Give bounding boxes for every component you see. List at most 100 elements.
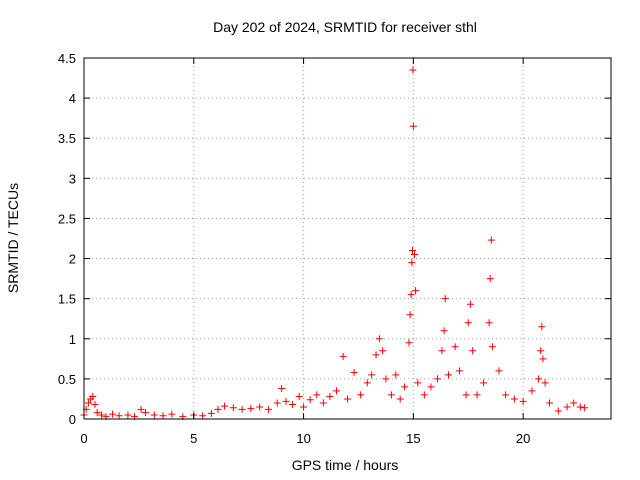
data-point: [264, 405, 272, 413]
data-point: [247, 405, 255, 413]
data-point: [333, 387, 341, 395]
x-tick-label: 0: [80, 431, 87, 446]
data-point: [339, 352, 347, 360]
data-point: [159, 412, 167, 420]
data-point: [295, 393, 303, 401]
data-point: [238, 405, 246, 413]
y-tick-label: 2.5: [58, 211, 76, 226]
data-point: [409, 122, 417, 130]
data-point: [98, 411, 106, 419]
data-point: [396, 395, 404, 403]
data-point: [379, 347, 387, 355]
data-point: [427, 383, 435, 391]
y-tick-label: 1.5: [58, 292, 76, 307]
data-point: [375, 335, 383, 343]
data-point: [229, 404, 237, 412]
data-point: [150, 411, 158, 419]
data-point: [473, 391, 481, 399]
data-point: [382, 375, 390, 383]
data-point: [469, 347, 477, 355]
data-point: [434, 375, 442, 383]
data-point: [344, 395, 351, 403]
x-tick-label: 5: [190, 431, 197, 446]
data-point: [357, 391, 365, 399]
data-point: [488, 343, 496, 351]
data-point: [420, 391, 428, 399]
data-point: [408, 247, 416, 255]
data-point: [502, 391, 510, 399]
data-point: [214, 405, 222, 413]
data-point: [168, 410, 176, 418]
data-point: [438, 347, 446, 355]
plot-frame: [83, 57, 612, 420]
data-point: [372, 351, 380, 359]
data-point: [319, 399, 327, 407]
data-point: [115, 412, 123, 420]
data-point: [326, 393, 334, 401]
data-point: [414, 379, 422, 387]
data-point: [486, 275, 494, 283]
data-point: [570, 399, 578, 407]
data-point: [91, 401, 99, 409]
data-point: [576, 403, 584, 411]
data-point: [273, 399, 281, 407]
data-point: [464, 319, 472, 327]
x-tick-label: 15: [406, 431, 420, 446]
data-point: [563, 403, 571, 411]
data-point: [410, 251, 418, 259]
data-point: [282, 397, 290, 405]
data-point: [392, 371, 400, 379]
data-point: [137, 405, 145, 413]
data-point: [406, 311, 414, 319]
data-point: [455, 367, 463, 375]
data-point: [407, 291, 415, 299]
x-tick-label: 20: [516, 431, 530, 446]
chart-title: Day 202 of 2024, SRMTID for receiver sth…: [213, 19, 477, 35]
y-tick-label: 2: [69, 252, 76, 267]
data-point: [199, 412, 207, 420]
data-point: [539, 355, 547, 363]
data-point: [207, 409, 215, 417]
grid-layer: [84, 58, 611, 419]
data-point: [387, 391, 395, 399]
y-axis-label: SRMTID / TECUs: [5, 183, 21, 293]
data-point: [84, 399, 92, 407]
data-point: [350, 368, 358, 376]
data-point: [278, 385, 286, 393]
data-point: [440, 327, 448, 335]
data-point: [109, 410, 117, 418]
data-point: [441, 295, 449, 303]
ticks-layer: 0 0.5 1 1.5 2 2.5 3 3.5 4 4.5 0 5 10 15 20: [58, 51, 611, 446]
data-point: [541, 379, 549, 387]
data-point: [408, 259, 416, 267]
data-point: [451, 343, 459, 351]
y-tick-label: 3.5: [58, 131, 76, 146]
data-point: [485, 319, 493, 327]
data-point: [412, 287, 420, 295]
data-point: [368, 371, 376, 379]
data-point: [445, 371, 453, 379]
data-point: [289, 401, 297, 409]
data-point: [124, 411, 132, 419]
data-point: [535, 375, 543, 383]
data-point: [538, 323, 546, 331]
data-point: [256, 403, 264, 411]
data-point: [300, 403, 308, 411]
data-point: [363, 379, 371, 387]
data-point: [401, 383, 409, 391]
x-tick-label: 10: [296, 431, 310, 446]
x-axis-label: GPS time / hours: [292, 457, 399, 473]
data-point: [141, 409, 149, 417]
data-point: [510, 395, 518, 403]
data-point: [487, 236, 495, 244]
data-point: [466, 300, 474, 308]
data-point: [221, 402, 229, 410]
data-point: [581, 404, 589, 412]
data-point: [546, 399, 554, 407]
y-tick-label: 4: [69, 91, 76, 106]
y-tick-label: 1: [69, 332, 76, 347]
y-tick-label: 0.5: [58, 372, 76, 387]
data-point: [405, 339, 413, 347]
data-point: [462, 391, 470, 399]
